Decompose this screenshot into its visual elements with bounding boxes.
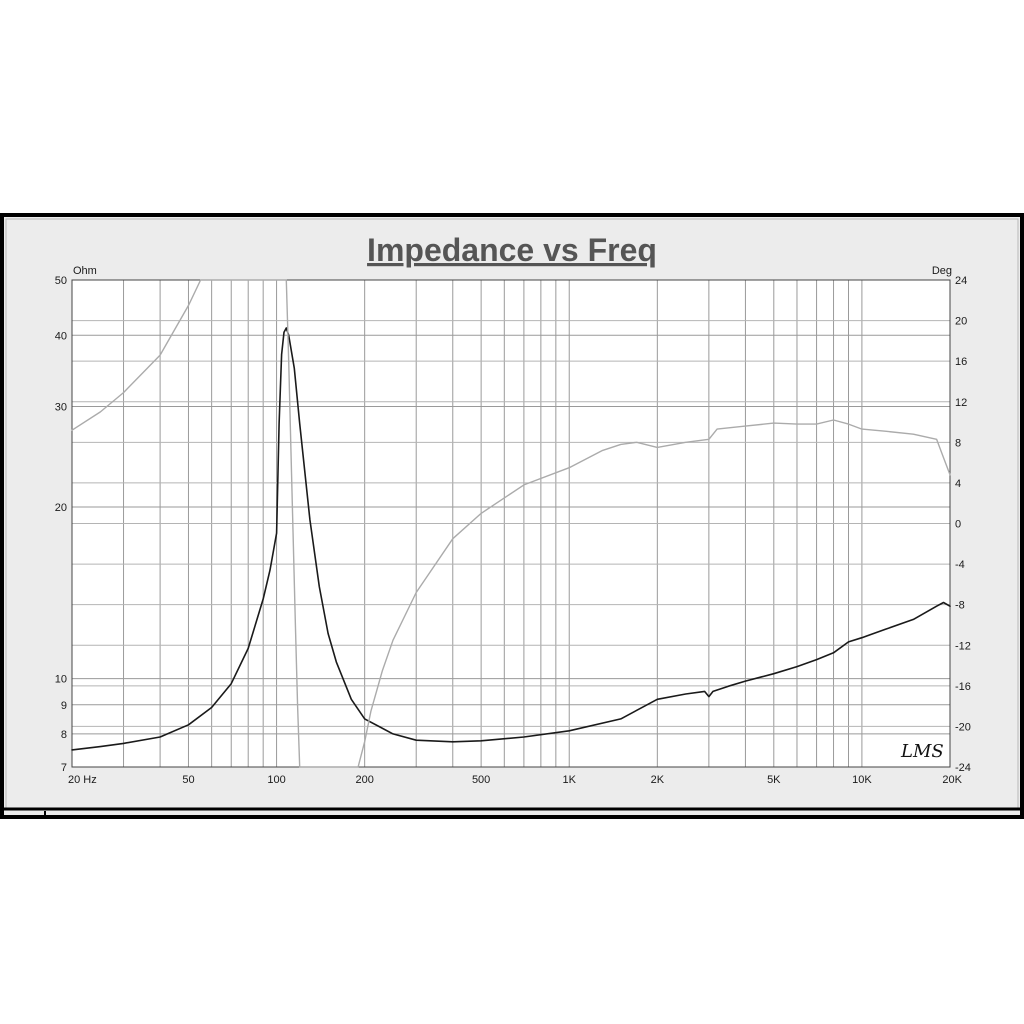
series-layer [71, 279, 951, 768]
y-left-tick-label: 8 [61, 729, 67, 741]
y-right-tick-label: 4 [955, 478, 961, 490]
x-tick-label: 20K [942, 774, 962, 786]
y-right-tick-labels: 24 20 16 12 8 4 0 -4 -8 -12 -16 -20 -24 [955, 275, 971, 774]
x-tick-label: 2K [651, 774, 665, 786]
phase-curve [71, 279, 951, 768]
chart-window: Impedance vs Freq Ohm Deg 50 40 30 20 10 9 8 7 … [0, 213, 1024, 819]
y-left-tick-label: 40 [55, 330, 67, 342]
chart-title: Impedance vs Freq [367, 232, 657, 268]
impedance-chart: Impedance vs Freq Ohm Deg 5040302010987 … [0, 213, 1024, 819]
x-tick-label: 100 [267, 774, 285, 786]
y-right-unit-label: Deg [932, 265, 952, 277]
lms-signature: LMS [900, 741, 944, 762]
y-right-tick-label: -12 [955, 640, 971, 652]
impedance-curve [71, 327, 951, 751]
y-right-tick-label: -16 [955, 681, 971, 693]
y-left-tick-label: 10 [55, 674, 67, 686]
y-right-tick-label: 12 [955, 397, 967, 409]
x-tick-label: 10K [852, 774, 872, 786]
x-tick-label: 1K [562, 774, 576, 786]
y-left-tick-label: 9 [61, 700, 67, 712]
y-left-tick-label: 20 [55, 502, 67, 514]
y-left-tick-labels: 50 40 30 20 10 9 8 7 [55, 275, 67, 774]
y-right-tick-label: 8 [955, 437, 961, 449]
y-right-tick-label: -8 [955, 600, 965, 612]
y-left-tick-label: 7 [61, 762, 67, 774]
y-right-tick-label: 20 [955, 316, 967, 328]
x-tick-label: 20 Hz [68, 774, 97, 786]
y-right-tick-label: 0 [955, 519, 961, 531]
y-right-tick-label: 16 [955, 356, 967, 368]
x-tick-labels: 20 Hz 50 100 200 500 1K 2K 5K 10K 20K [68, 774, 963, 786]
y-left-tick-label: 50 [55, 275, 67, 287]
y-right-tick-label: -20 [955, 721, 971, 733]
y-right-tick-label: -24 [955, 762, 971, 774]
y-left-tick-label: 30 [55, 402, 67, 414]
y-right-tick-label: -4 [955, 559, 965, 571]
x-tick-label: 50 [182, 774, 194, 786]
y-left-unit-label: Ohm [73, 265, 97, 277]
plot-border [71, 279, 951, 768]
x-tick-label: 500 [472, 774, 490, 786]
x-tick-label: 5K [767, 774, 781, 786]
x-tick-label: 200 [355, 774, 373, 786]
y-right-tick-label: 24 [955, 275, 967, 287]
